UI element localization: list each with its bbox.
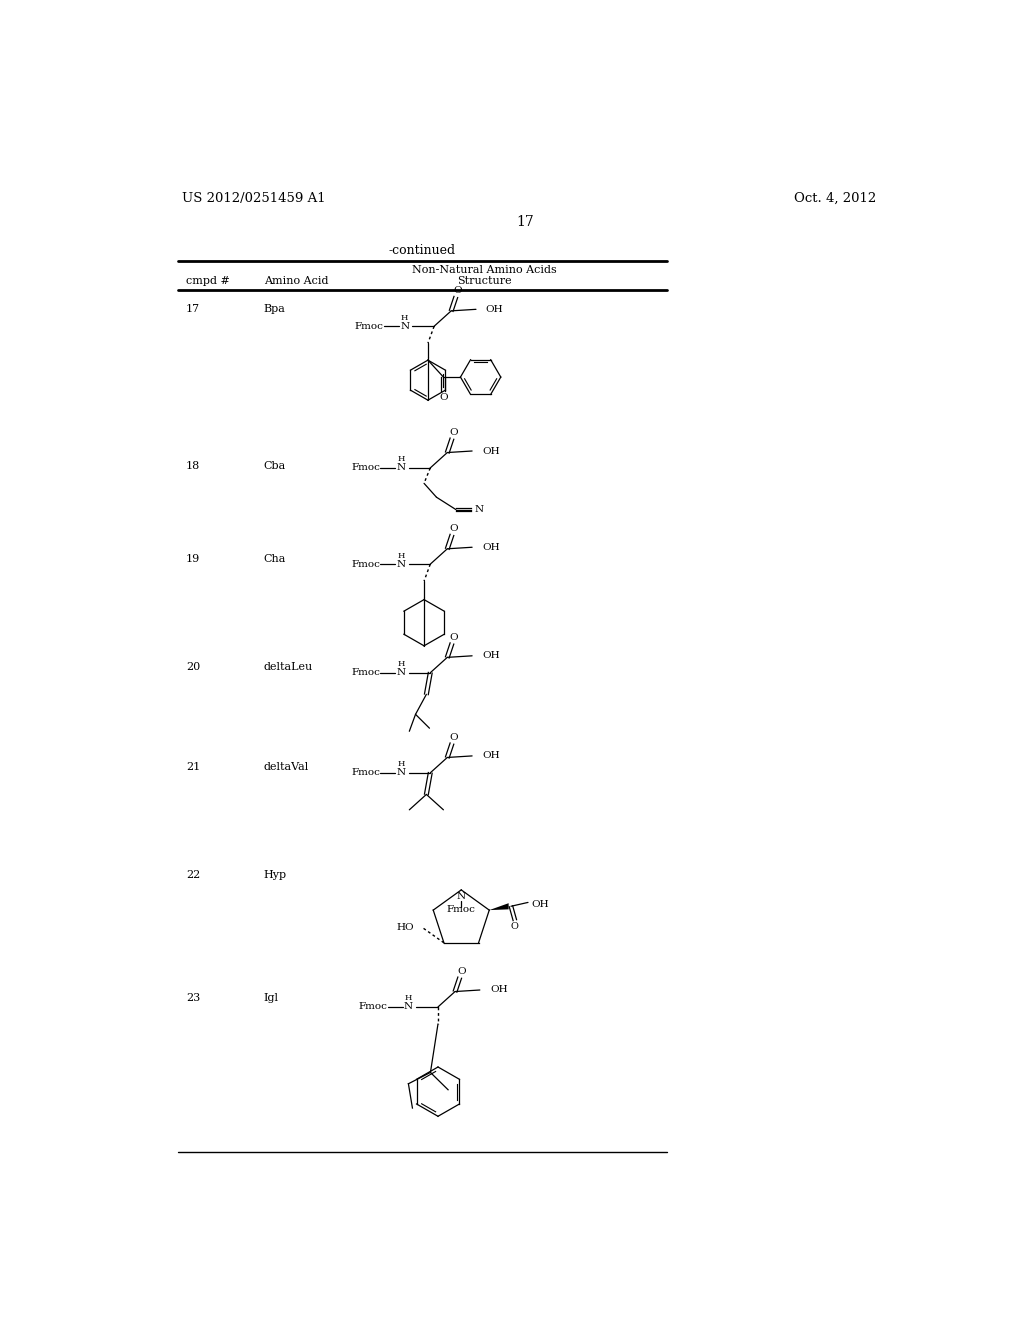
Text: Fmoc: Fmoc xyxy=(358,1002,388,1011)
Text: Bpa: Bpa xyxy=(263,304,286,314)
Text: H: H xyxy=(404,994,413,1002)
Text: US 2012/0251459 A1: US 2012/0251459 A1 xyxy=(182,191,326,205)
Text: OH: OH xyxy=(489,986,508,994)
Text: Fmoc: Fmoc xyxy=(351,560,380,569)
Text: 22: 22 xyxy=(186,870,201,879)
Text: Fmoc: Fmoc xyxy=(351,463,380,473)
Text: Oct. 4, 2012: Oct. 4, 2012 xyxy=(795,191,877,205)
Text: deltaLeu: deltaLeu xyxy=(263,661,313,672)
Text: N: N xyxy=(474,506,483,513)
Text: H: H xyxy=(401,314,409,322)
Text: Cba: Cba xyxy=(263,462,286,471)
Text: OH: OH xyxy=(482,651,500,660)
Text: N: N xyxy=(396,768,406,777)
Text: O: O xyxy=(439,392,447,401)
Text: Amino Acid: Amino Acid xyxy=(263,276,328,286)
Text: deltaVal: deltaVal xyxy=(263,762,309,772)
Text: N: N xyxy=(396,668,406,677)
Text: OH: OH xyxy=(485,305,503,314)
Text: H: H xyxy=(397,660,404,668)
Text: N: N xyxy=(400,322,410,331)
Text: Fmoc: Fmoc xyxy=(351,668,380,677)
Text: OH: OH xyxy=(482,543,500,552)
Text: OH: OH xyxy=(482,446,500,455)
Text: O: O xyxy=(450,733,458,742)
Text: Non-Natural Amino Acids: Non-Natural Amino Acids xyxy=(412,265,557,275)
Text: N: N xyxy=(457,891,466,900)
Text: O: O xyxy=(457,968,466,975)
Text: Structure: Structure xyxy=(457,276,512,286)
Text: 23: 23 xyxy=(186,993,201,1003)
Text: 18: 18 xyxy=(186,462,201,471)
Text: N: N xyxy=(404,1002,413,1011)
Text: H: H xyxy=(397,552,404,560)
Text: 19: 19 xyxy=(186,554,201,564)
Text: Cha: Cha xyxy=(263,554,286,564)
Text: Fmoc: Fmoc xyxy=(355,322,384,331)
Text: -continued: -continued xyxy=(389,244,456,257)
Text: HO: HO xyxy=(397,923,415,932)
Text: N: N xyxy=(396,560,406,569)
Text: 17: 17 xyxy=(516,215,534,228)
Text: 17: 17 xyxy=(186,304,201,314)
Text: 21: 21 xyxy=(186,762,201,772)
Text: OH: OH xyxy=(482,751,500,760)
Polygon shape xyxy=(489,903,509,909)
Text: O: O xyxy=(450,632,458,642)
Text: cmpd #: cmpd # xyxy=(186,276,230,286)
Text: O: O xyxy=(511,921,519,931)
Text: N: N xyxy=(396,463,406,473)
Text: OH: OH xyxy=(531,900,549,909)
Text: O: O xyxy=(450,428,458,437)
Text: Igl: Igl xyxy=(263,993,279,1003)
Text: 20: 20 xyxy=(186,661,201,672)
Text: O: O xyxy=(450,524,458,533)
Text: Fmoc: Fmoc xyxy=(446,906,476,915)
Text: Hyp: Hyp xyxy=(263,870,287,879)
Text: H: H xyxy=(397,455,404,463)
Text: H: H xyxy=(397,760,404,768)
Text: O: O xyxy=(453,286,462,296)
Text: Fmoc: Fmoc xyxy=(351,768,380,777)
